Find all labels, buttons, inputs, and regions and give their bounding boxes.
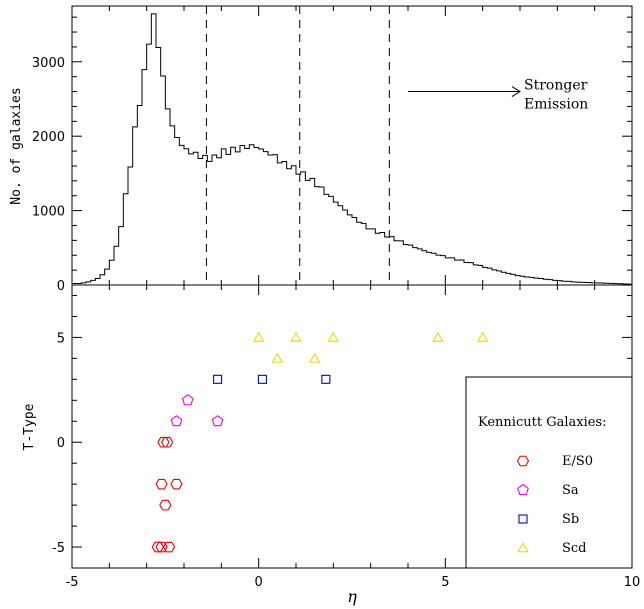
legend-entry-label: Scd bbox=[562, 541, 587, 556]
y-tick-label: 5 bbox=[57, 331, 65, 346]
annotation-text-line1: Stronger bbox=[524, 78, 588, 94]
scatter-panel: -5 0 5 10 -5 0 5 Kennicutt Galaxies: E/S0 Sa Sb S… bbox=[22, 284, 641, 606]
scatter-point-scd bbox=[290, 331, 302, 342]
histogram-panel: 0 1000 2000 3000 Stronger Emission No. of g… bbox=[9, 5, 633, 294]
scatter-point-sb bbox=[213, 374, 223, 384]
scatter-point-scd bbox=[476, 331, 489, 342]
x-tick-label: 5 bbox=[441, 575, 449, 590]
y-tick-label: -5 bbox=[52, 541, 65, 556]
legend-entry-label: Sb bbox=[562, 512, 579, 527]
scatter-point-sb bbox=[321, 374, 331, 384]
scatter-point-es0 bbox=[155, 478, 168, 490]
annotation: Stronger Emission bbox=[408, 78, 588, 113]
scatter-point-es0 bbox=[161, 436, 174, 448]
legend-marker-sb bbox=[518, 514, 528, 524]
annotation-text-line2: Emission bbox=[524, 97, 588, 113]
scatter-point-es0 bbox=[170, 478, 183, 490]
x-tick-label: 0 bbox=[255, 575, 263, 590]
scatter-point-scd bbox=[252, 331, 265, 342]
legend-marker-sa bbox=[517, 483, 529, 496]
scatter-point-scd bbox=[327, 331, 340, 342]
scatter-point-sb bbox=[257, 374, 267, 384]
scatter-point-sa bbox=[181, 394, 194, 406]
scatter-point-sa bbox=[170, 415, 183, 427]
y-tick-label: 2000 bbox=[32, 130, 65, 145]
scatter-points bbox=[151, 331, 489, 553]
x-tick-label: 10 bbox=[624, 575, 641, 590]
legend-entry-label: E/S0 bbox=[562, 454, 593, 469]
scatter-point-sa bbox=[211, 415, 224, 427]
histogram-y-axis-title: No. of galaxies bbox=[9, 87, 24, 204]
histogram-ticks: 0 1000 2000 3000 bbox=[32, 6, 633, 294]
y-tick-label: 0 bbox=[57, 436, 65, 451]
y-tick-label: 1000 bbox=[32, 205, 65, 220]
legend: Kennicutt Galaxies: E/S0 Sa Sb Scd bbox=[465, 376, 633, 569]
y-tick-label: 3000 bbox=[32, 56, 65, 71]
scatter-point-scd bbox=[271, 352, 284, 363]
scatter-point-es0 bbox=[151, 541, 165, 553]
scatter-point-scd bbox=[308, 352, 321, 363]
scatter-point-es0 bbox=[162, 541, 176, 553]
legend-marker-scd bbox=[517, 542, 529, 553]
dashed-lines bbox=[205, 6, 390, 285]
histogram-line bbox=[71, 13, 633, 285]
y-tick-label: 0 bbox=[57, 279, 65, 294]
scatter-point-es0 bbox=[155, 541, 168, 553]
legend-title: Kennicutt Galaxies: bbox=[478, 415, 606, 430]
scatter-point-scd bbox=[432, 331, 444, 342]
legend-box bbox=[465, 376, 633, 569]
scatter-y-axis-title: T-Type bbox=[22, 403, 37, 450]
scatter-point-es0 bbox=[159, 499, 172, 511]
legend-entry-label: Sa bbox=[562, 483, 579, 498]
annotation-arrowhead bbox=[511, 86, 521, 97]
x-tick-label: -5 bbox=[66, 575, 79, 590]
legend-marker-es0 bbox=[516, 455, 530, 467]
legend-entries: E/S0 Sa Sb Scd bbox=[516, 454, 593, 556]
x-axis-title: η bbox=[347, 587, 357, 606]
